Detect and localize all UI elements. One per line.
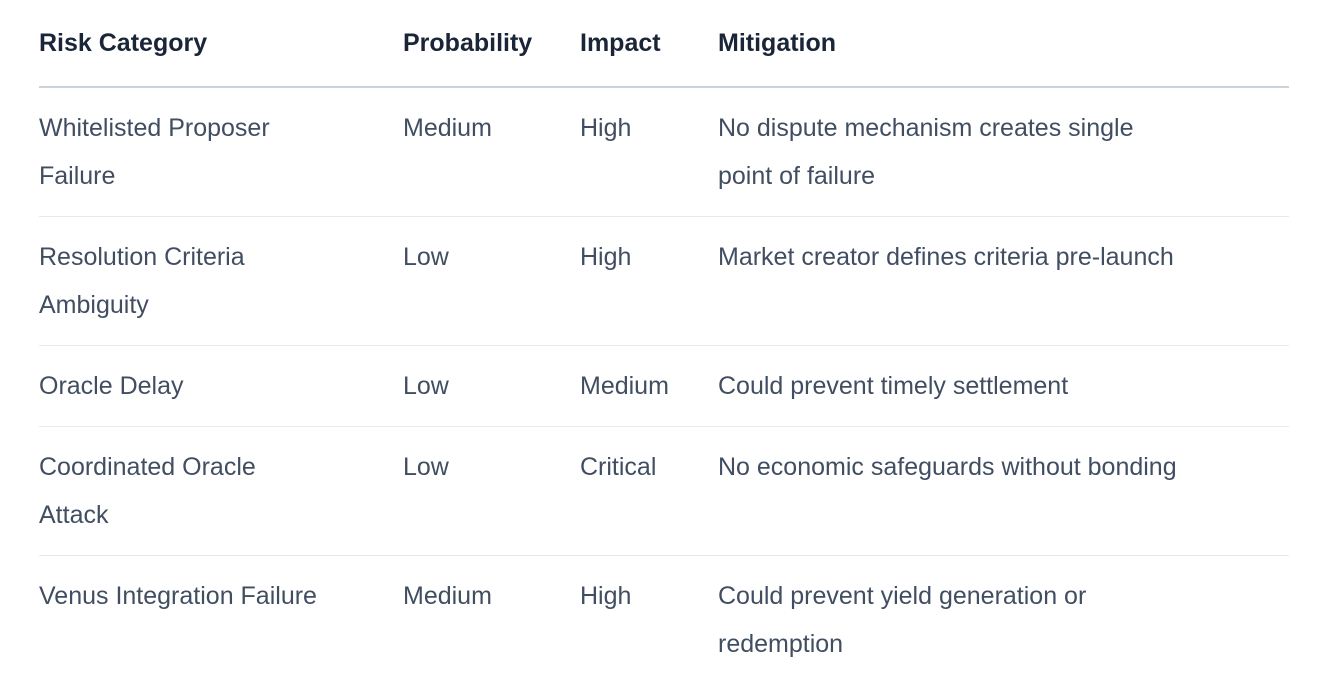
risk-category-text: Coordinated Oracle Attack [39,453,256,529]
header-row: Risk Category Probability Impact Mitigat… [39,0,1289,88]
table-row: Oracle Delay Low Medium Could prevent ti… [39,345,1289,427]
risk-category-cell: Oracle Delay [39,345,403,427]
risk-category-cell: Coordinated Oracle Attack [39,426,403,556]
risk-category-cell: Resolution Criteria Ambiguity [39,216,403,346]
probability-cell: Low [403,426,580,556]
impact-cell: High [580,582,632,610]
table-header: Risk Category Probability Impact Mitigat… [39,0,1289,88]
table-row: Whitelisted Proposer Failure Medium High… [39,87,1289,217]
risk-category-cell: Venus Integration Failure [39,556,403,685]
impact-cell: Critical [580,426,718,556]
probability-cell: Low [403,345,580,427]
mitigation-text: No dispute mechanism creates single poin… [718,114,1134,190]
column-header-probability: Probability [403,0,580,88]
column-header-risk-category: Risk Category [39,0,403,88]
page: Risk Category Probability Impact Mitigat… [39,0,1289,684]
risk-assessment-table: Risk Category Probability Impact Mitigat… [39,0,1289,684]
column-header-mitigation: Mitigation [718,0,1289,88]
table-row: Venus Integration Failure Medium High Co… [39,556,1289,685]
risk-category-text: Whitelisted Proposer Failure [39,114,270,190]
probability-cell: Medium [403,87,580,217]
probability-cell: Medium [403,582,492,610]
impact-cell: High [580,216,718,346]
mitigation-text: No economic safeguards without bonding [718,453,1177,481]
mitigation-cell: No economic safeguards without bonding [718,426,1289,556]
probability-cell: Low [403,216,580,346]
table-row: Coordinated Oracle Attack Low Critical N… [39,426,1289,556]
mitigation-text: Could prevent yield generation or redemp… [718,582,1087,658]
mitigation-text: Market creator defines criteria pre-laun… [718,243,1174,271]
risk-category-text: Venus Integration Failure [39,582,317,610]
mitigation-text: Could prevent timely settlement [718,372,1069,400]
column-header-impact: Impact [580,0,718,88]
risk-category-text: Oracle Delay [39,372,184,400]
mitigation-cell: Market creator defines criteria pre-laun… [718,216,1289,346]
mitigation-cell: Could prevent timely settlement [718,345,1289,427]
table-body: Whitelisted Proposer Failure Medium High… [39,87,1289,684]
risk-category-cell: Whitelisted Proposer Failure [39,87,403,217]
impact-cell: High [580,87,718,217]
mitigation-cell: Could prevent yield generation or redemp… [718,556,1289,685]
risk-category-text: Resolution Criteria Ambiguity [39,243,245,319]
impact-cell: Medium [580,345,718,427]
mitigation-cell: No dispute mechanism creates single poin… [718,87,1289,217]
table-row: Resolution Criteria Ambiguity Low High M… [39,216,1289,346]
